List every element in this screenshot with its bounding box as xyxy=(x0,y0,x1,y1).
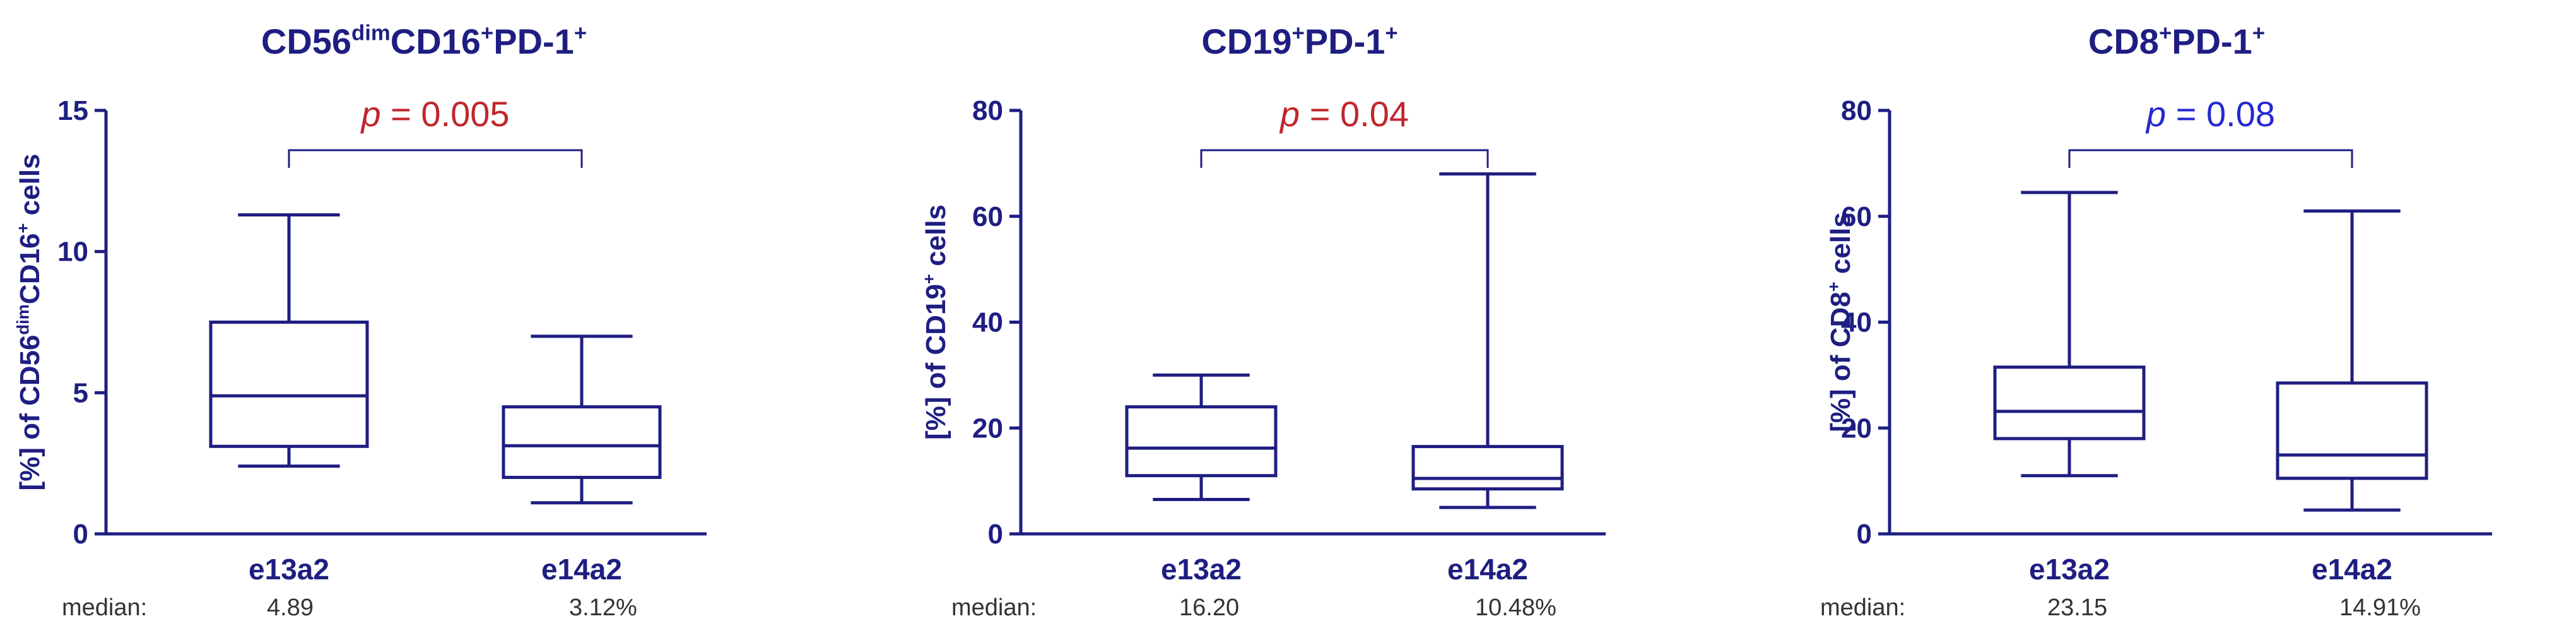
y-axis-label-part: + xyxy=(1823,281,1843,292)
box-iqr xyxy=(1125,405,1278,478)
y-tick-label: 40 xyxy=(1841,307,1872,338)
significance-bracket xyxy=(288,149,583,168)
y-axis-label-part: + xyxy=(919,274,938,284)
y-tick-label: 40 xyxy=(972,307,1003,338)
y-axis-label-part: cells xyxy=(920,204,951,274)
chart-title: CD8+PD-1+ xyxy=(2088,21,2265,61)
significance-bracket xyxy=(1200,149,1489,168)
y-tick-label: 5 xyxy=(73,377,88,408)
box-iqr xyxy=(502,405,662,480)
p-value-symbol: p xyxy=(360,94,380,134)
y-tick-label: 0 xyxy=(1857,519,1872,550)
y-tick-label: 15 xyxy=(57,95,88,126)
y-axis-label-part: [%] of CD56 xyxy=(15,335,45,491)
chart-title-part: + xyxy=(1292,21,1305,45)
p-value: p = 0.04 xyxy=(1279,94,1409,134)
p-value-number: = 0.04 xyxy=(1300,94,1409,134)
y-tick-label: 60 xyxy=(1841,201,1872,232)
chart-title-part: + xyxy=(2252,21,2265,45)
y-axis-label-part: CD16 xyxy=(15,233,45,305)
y-tick-label: 60 xyxy=(972,201,1003,232)
p-value-symbol: p xyxy=(2145,94,2166,134)
median-value: 16.20 xyxy=(1179,594,1239,621)
significance-bracket xyxy=(2068,149,2353,168)
y-axis-label-part: [%] of CD8 xyxy=(1825,292,1856,432)
box-iqr xyxy=(209,321,369,448)
y-axis-label-part: dim xyxy=(13,304,32,334)
box-iqr xyxy=(1411,445,1564,491)
p-value-number: = 0.08 xyxy=(2166,94,2275,134)
y-tick-label: 10 xyxy=(57,237,88,268)
chart-panel-3: CD8+PD-1+[%] of CD8+ cells020406080e13a2… xyxy=(1820,21,2492,621)
y-tick-label: 80 xyxy=(972,95,1003,126)
y-tick-label: 20 xyxy=(1841,413,1872,444)
p-value-symbol: p xyxy=(1279,94,1300,134)
x-tick-label: e14a2 xyxy=(541,553,622,586)
y-tick-label: 20 xyxy=(972,413,1003,444)
median-label: median: xyxy=(951,594,1037,621)
median-value: 3.12% xyxy=(569,594,637,621)
x-tick-label: e13a2 xyxy=(249,553,329,586)
median-value: 14.91% xyxy=(2339,594,2421,621)
chart-title-part: PD-1 xyxy=(1305,21,1385,61)
y-axis-label: [%] of CD19+ cells xyxy=(919,204,951,440)
box-iqr xyxy=(1993,365,2146,440)
chart-title-part: dim xyxy=(351,21,391,45)
chart-title-part: CD16 xyxy=(391,21,481,61)
p-value-number: = 0.005 xyxy=(381,94,510,134)
x-tick-label: e13a2 xyxy=(2029,553,2110,586)
chart-title-part: CD56 xyxy=(261,21,351,61)
median-label: median: xyxy=(62,594,147,621)
p-value: p = 0.005 xyxy=(360,94,509,134)
y-axis-label-part: + xyxy=(13,223,32,233)
median-value: 10.48% xyxy=(1475,594,1556,621)
y-axis-label-part: [%] of CD19 xyxy=(920,284,951,440)
x-tick-label: e14a2 xyxy=(1447,553,1528,586)
chart-title-part: + xyxy=(481,21,493,45)
median-label: median: xyxy=(1820,594,1905,621)
x-tick-label: e14a2 xyxy=(2312,553,2392,586)
chart-panel-1: CD56dimCD16+PD-1+[%] of CD56dimCD16+ cel… xyxy=(13,21,707,621)
y-axis-label: [%] of CD8+ cells xyxy=(1823,212,1856,432)
y-axis-label: [%] of CD56dimCD16+ cells xyxy=(13,154,45,491)
chart-title-part: + xyxy=(574,21,587,45)
y-tick-label: 0 xyxy=(988,519,1003,550)
y-tick-label: 80 xyxy=(1841,95,1872,126)
p-value: p = 0.08 xyxy=(2145,94,2275,134)
chart-title-part: CD8 xyxy=(2088,21,2159,61)
chart-panel-2: CD19+PD-1+[%] of CD19+ cells020406080e13… xyxy=(919,21,1606,621)
chart-title: CD19+PD-1+ xyxy=(1201,21,1397,61)
median-value: 4.89 xyxy=(267,594,314,621)
chart-title-part: PD-1 xyxy=(493,21,574,61)
chart-title-part: + xyxy=(1385,21,1397,45)
y-axis-label-part: cells xyxy=(15,154,45,223)
chart-title-part: PD-1 xyxy=(2172,21,2252,61)
y-tick-label: 0 xyxy=(73,519,88,550)
x-tick-label: e13a2 xyxy=(1161,553,1242,586)
chart-title-part: CD19 xyxy=(1201,21,1291,61)
y-axis-label-part: cells xyxy=(1825,212,1856,281)
chart-title: CD56dimCD16+PD-1+ xyxy=(261,21,587,61)
box-iqr xyxy=(2276,381,2428,480)
chart-title-part: + xyxy=(2159,21,2172,45)
median-value: 23.15 xyxy=(2047,594,2107,621)
